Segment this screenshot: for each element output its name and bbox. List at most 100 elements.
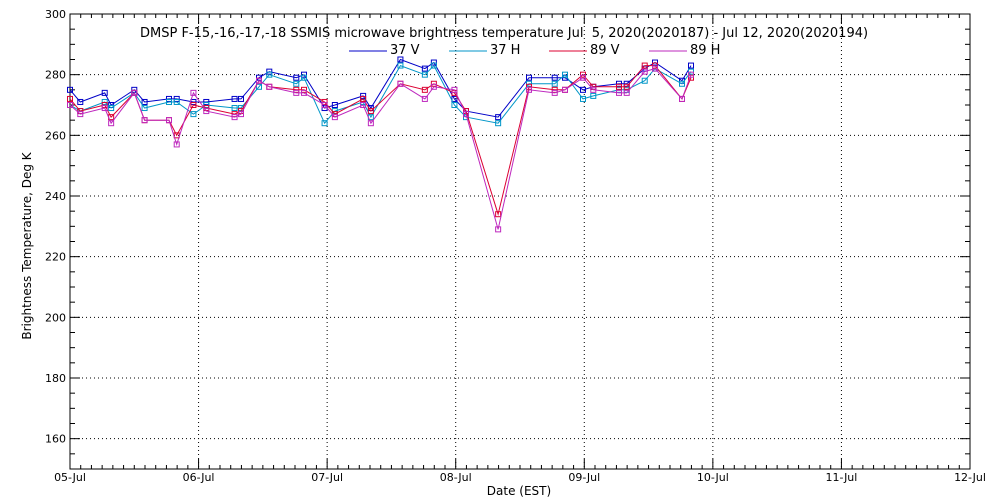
legend-label: 37 H bbox=[490, 43, 520, 58]
data-point-marker bbox=[190, 111, 197, 118]
data-point-marker bbox=[397, 56, 404, 63]
data-point-marker bbox=[641, 68, 648, 75]
data-point-marker bbox=[616, 80, 622, 87]
y-tick-label: 200 bbox=[45, 311, 66, 324]
data-point-marker bbox=[623, 83, 630, 90]
data-point-marker bbox=[495, 120, 502, 127]
data-point-marker bbox=[551, 89, 558, 96]
data-point-marker bbox=[421, 65, 428, 72]
y-tick-label: 280 bbox=[45, 69, 66, 82]
data-point-marker bbox=[301, 86, 307, 93]
data-point-marker bbox=[495, 211, 502, 218]
y-tick-label: 260 bbox=[45, 129, 66, 142]
legend-item: 37 H bbox=[449, 43, 520, 58]
y-tick-label: 180 bbox=[45, 372, 66, 385]
data-point-marker bbox=[166, 98, 172, 105]
series-line bbox=[69, 68, 692, 230]
data-point-marker bbox=[616, 83, 622, 90]
data-point-marker bbox=[551, 86, 558, 93]
data-point-marker bbox=[141, 117, 148, 124]
axis-ticks bbox=[69, 13, 971, 470]
data-point-marker bbox=[166, 95, 172, 102]
x-tick-label: 07-Jul bbox=[311, 471, 343, 484]
y-axis-title: Brightness Temperature, Deg K bbox=[20, 151, 34, 339]
data-point-marker bbox=[203, 108, 210, 115]
data-point-marker bbox=[331, 102, 338, 108]
data-point-marker bbox=[463, 111, 469, 118]
data-point-marker bbox=[231, 105, 238, 112]
data-point-marker bbox=[301, 74, 307, 81]
data-point-marker bbox=[421, 95, 428, 102]
data-point-marker bbox=[616, 86, 622, 93]
data-point-marker bbox=[430, 83, 437, 90]
x-tick-label: 11-Jul bbox=[825, 471, 857, 484]
data-point-marker bbox=[590, 92, 597, 99]
x-tick-label: 05-Jul bbox=[54, 471, 86, 484]
data-point-marker bbox=[190, 102, 197, 108]
data-point-marker bbox=[173, 98, 180, 105]
data-point-marker bbox=[551, 74, 558, 81]
data-point-marker bbox=[256, 77, 262, 84]
series-89-h bbox=[67, 65, 694, 233]
data-point-marker bbox=[238, 95, 244, 102]
data-point-marker bbox=[301, 89, 307, 96]
data-point-marker bbox=[580, 95, 586, 102]
x-tick-label: 10-Jul bbox=[697, 471, 729, 484]
data-point-marker bbox=[641, 77, 648, 84]
data-point-marker bbox=[293, 74, 300, 81]
data-point-marker bbox=[141, 98, 148, 105]
data-point-marker bbox=[616, 89, 622, 96]
data-point-marker bbox=[652, 59, 658, 66]
grid bbox=[70, 14, 970, 469]
data-point-marker bbox=[397, 62, 404, 69]
data-point-marker bbox=[641, 62, 648, 69]
data-point-marker bbox=[238, 111, 244, 118]
data-point-marker bbox=[67, 102, 73, 108]
data-point-marker bbox=[321, 102, 328, 108]
legend: 37 V 37 H 89 V 89 H bbox=[349, 43, 720, 58]
data-point-marker bbox=[367, 120, 374, 127]
data-point-marker bbox=[623, 89, 630, 96]
data-point-marker bbox=[231, 114, 238, 121]
series-line bbox=[69, 64, 692, 125]
data-point-marker bbox=[293, 89, 300, 96]
data-point-marker bbox=[266, 83, 273, 90]
data-point-marker bbox=[77, 98, 84, 105]
data-point-marker bbox=[203, 98, 210, 105]
series-37-h bbox=[67, 62, 694, 127]
data-point-marker bbox=[266, 68, 273, 75]
data-point-marker bbox=[77, 111, 84, 118]
data-point-marker bbox=[526, 86, 532, 93]
data-point-marker bbox=[231, 95, 238, 102]
series-line bbox=[69, 65, 692, 217]
data-point-marker bbox=[451, 86, 458, 93]
data-point-marker bbox=[67, 86, 73, 93]
data-point-marker bbox=[679, 95, 685, 102]
data-point-marker bbox=[590, 86, 597, 93]
data-point-marker bbox=[551, 80, 558, 87]
data-point-marker bbox=[190, 89, 197, 96]
y-tick-labels: 160 180 200 220 240 260 280 300 bbox=[45, 8, 66, 446]
data-point-marker bbox=[101, 98, 108, 105]
data-point-marker bbox=[526, 80, 532, 87]
data-point-marker bbox=[173, 141, 180, 148]
data-point-marker bbox=[679, 80, 685, 87]
data-point-marker bbox=[430, 80, 437, 87]
data-point-marker bbox=[360, 102, 367, 108]
data-point-marker bbox=[421, 86, 428, 93]
data-point-marker bbox=[688, 62, 694, 69]
y-tick-label: 300 bbox=[45, 8, 66, 21]
data-point-marker bbox=[173, 95, 180, 102]
data-point-marker bbox=[562, 71, 568, 78]
data-point-marker bbox=[141, 105, 148, 112]
data-point-marker bbox=[652, 62, 658, 69]
data-point-marker bbox=[101, 105, 108, 112]
data-point-marker bbox=[108, 120, 115, 127]
legend-item: 37 V bbox=[349, 43, 420, 58]
data-point-marker bbox=[367, 108, 374, 115]
data-point-marker bbox=[397, 80, 404, 87]
data-point-marker bbox=[256, 83, 262, 90]
data-point-marker bbox=[562, 86, 568, 93]
data-point-marker bbox=[101, 89, 108, 96]
